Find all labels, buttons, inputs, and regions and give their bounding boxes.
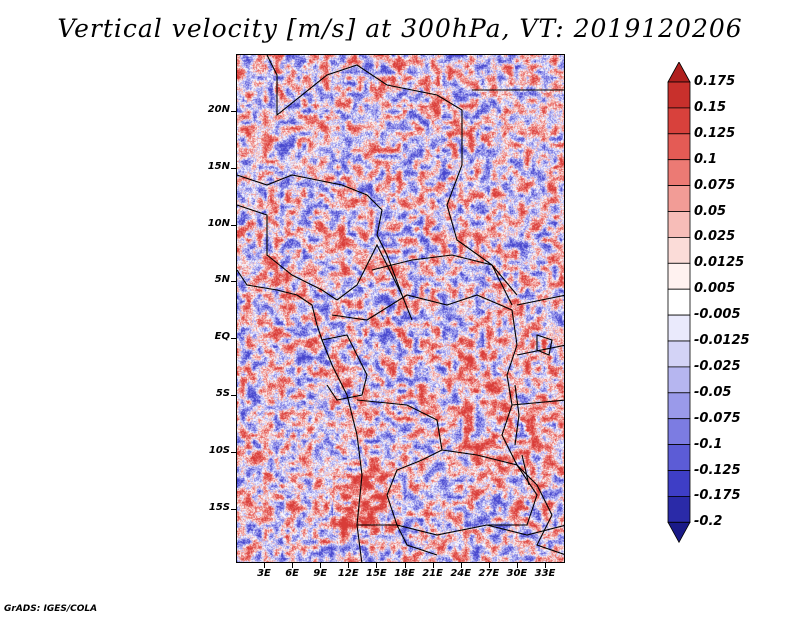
colorbar-segment bbox=[667, 133, 691, 161]
colorbar-segment bbox=[667, 418, 691, 446]
colorbar-segment bbox=[667, 262, 691, 290]
lat-tick bbox=[231, 451, 236, 453]
colorbar-segment bbox=[667, 495, 691, 523]
lon-tick bbox=[488, 563, 490, 568]
colorbar-label: 0.005 bbox=[694, 281, 736, 297]
lat-tick bbox=[231, 167, 236, 169]
colorbar-segment bbox=[667, 366, 691, 394]
lat-label: EQ bbox=[214, 331, 230, 343]
border-angola bbox=[356, 399, 488, 536]
lon-tick bbox=[348, 563, 350, 568]
colorbar-segment bbox=[667, 107, 691, 135]
border-north bbox=[266, 55, 463, 165]
lon-tick bbox=[320, 563, 322, 568]
colorbar-label: 0.1 bbox=[694, 151, 718, 167]
colorbar-label: -0.175 bbox=[694, 488, 741, 504]
footer-credit: GrADS: IGES/COLA bbox=[4, 604, 98, 614]
border-drc-north bbox=[331, 294, 513, 321]
colorbar-segment bbox=[667, 211, 691, 238]
colorbar-label: -0.025 bbox=[694, 358, 741, 374]
lon-label: 18E bbox=[394, 568, 415, 579]
border-east-africa bbox=[511, 294, 564, 406]
lat-label: 15N bbox=[207, 160, 230, 172]
colorbar-bottom-arrow bbox=[667, 521, 691, 544]
lon-tick bbox=[460, 563, 462, 568]
lat-tick bbox=[231, 395, 236, 396]
lon-label: 27E bbox=[478, 568, 500, 579]
border-nigeria bbox=[237, 204, 338, 301]
lon-label: 3E bbox=[257, 568, 271, 579]
lon-label: 24E bbox=[450, 568, 472, 579]
colorbar-label: 0.05 bbox=[694, 203, 727, 219]
lon-label: 6E bbox=[285, 568, 299, 579]
lat-tick bbox=[231, 508, 236, 510]
lon-tick bbox=[545, 563, 546, 568]
colorbar-segment bbox=[667, 288, 691, 316]
colorbar-segment bbox=[667, 159, 691, 186]
colorbar-segment bbox=[667, 392, 691, 420]
border-congo bbox=[321, 334, 368, 401]
lon-tick bbox=[404, 563, 406, 568]
border-chad-sudan bbox=[446, 164, 513, 306]
lon-tick bbox=[292, 563, 294, 568]
border-west-africa bbox=[237, 174, 403, 296]
colorbar-segment bbox=[667, 444, 691, 471]
colorbar bbox=[667, 62, 691, 544]
lat-label: 5N bbox=[214, 274, 230, 286]
colorbar-segment bbox=[667, 236, 691, 264]
lat-label: 5S bbox=[215, 388, 230, 399]
colorbar-label: 0.0125 bbox=[694, 255, 745, 271]
border-cameroon bbox=[336, 243, 413, 321]
coastline bbox=[237, 269, 363, 562]
lon-label: 21E bbox=[422, 568, 443, 579]
colorbar-label: -0.05 bbox=[694, 384, 732, 400]
border-drc-east bbox=[501, 309, 538, 486]
colorbar-segment bbox=[667, 185, 691, 212]
border-car bbox=[371, 254, 518, 296]
chart-title: Vertical velocity [m/s] at 300hPa, VT: 2… bbox=[57, 14, 743, 43]
border-mozambique bbox=[536, 484, 564, 555]
colorbar-segment bbox=[667, 81, 691, 109]
colorbar-label: -0.125 bbox=[694, 462, 741, 478]
lat-tick bbox=[231, 281, 236, 283]
border-south bbox=[357, 524, 564, 556]
colorbar-label: -0.2 bbox=[694, 514, 723, 530]
lat-tick bbox=[231, 111, 236, 112]
lat-label: 10N bbox=[207, 217, 230, 229]
lon-tick bbox=[516, 563, 518, 568]
lat-tick bbox=[231, 338, 236, 340]
lat-label: 10S bbox=[208, 444, 230, 456]
lon-label: 12E bbox=[337, 568, 359, 579]
lat-label: 15S bbox=[208, 501, 230, 513]
colorbar-segment bbox=[667, 340, 691, 368]
colorbar-segment bbox=[667, 470, 691, 497]
lon-tick bbox=[376, 563, 378, 568]
lon-label: 9E bbox=[313, 568, 328, 579]
map-panel bbox=[236, 54, 565, 563]
lakes bbox=[514, 334, 553, 486]
colorbar-label: 0.075 bbox=[694, 177, 736, 193]
colorbar-label: 0.175 bbox=[694, 74, 736, 89]
lat-label: 20N bbox=[207, 104, 230, 115]
lon-label: 15E bbox=[366, 568, 387, 579]
lon-label: 30E bbox=[506, 568, 528, 579]
lon-label: 33E bbox=[534, 568, 556, 579]
border-zambia bbox=[441, 449, 538, 526]
colorbar-label: -0.005 bbox=[694, 307, 741, 323]
colorbar-top-arrow bbox=[667, 62, 691, 83]
colorbar-label: -0.075 bbox=[694, 410, 741, 426]
country-borders bbox=[237, 55, 564, 562]
lon-tick bbox=[432, 563, 434, 568]
colorbar-label: 0.125 bbox=[694, 125, 736, 141]
colorbar-label: -0.1 bbox=[694, 436, 723, 452]
lat-tick bbox=[231, 224, 236, 226]
colorbar-label: 0.025 bbox=[694, 229, 736, 245]
colorbar-segment bbox=[667, 314, 691, 342]
colorbar-label: 0.15 bbox=[694, 99, 727, 115]
lon-tick bbox=[264, 563, 265, 568]
colorbar-label: -0.0125 bbox=[694, 333, 750, 348]
